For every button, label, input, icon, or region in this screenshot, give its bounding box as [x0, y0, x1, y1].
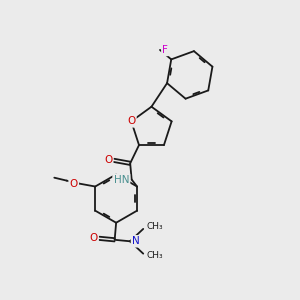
Text: O: O	[70, 178, 78, 189]
Text: O: O	[127, 116, 135, 126]
Text: O: O	[89, 233, 98, 243]
Text: N: N	[132, 236, 140, 246]
Text: CH₃: CH₃	[147, 251, 164, 260]
Text: CH₃: CH₃	[147, 222, 164, 231]
Text: O: O	[104, 155, 112, 165]
Text: F: F	[162, 45, 168, 55]
Text: HN: HN	[114, 175, 129, 184]
